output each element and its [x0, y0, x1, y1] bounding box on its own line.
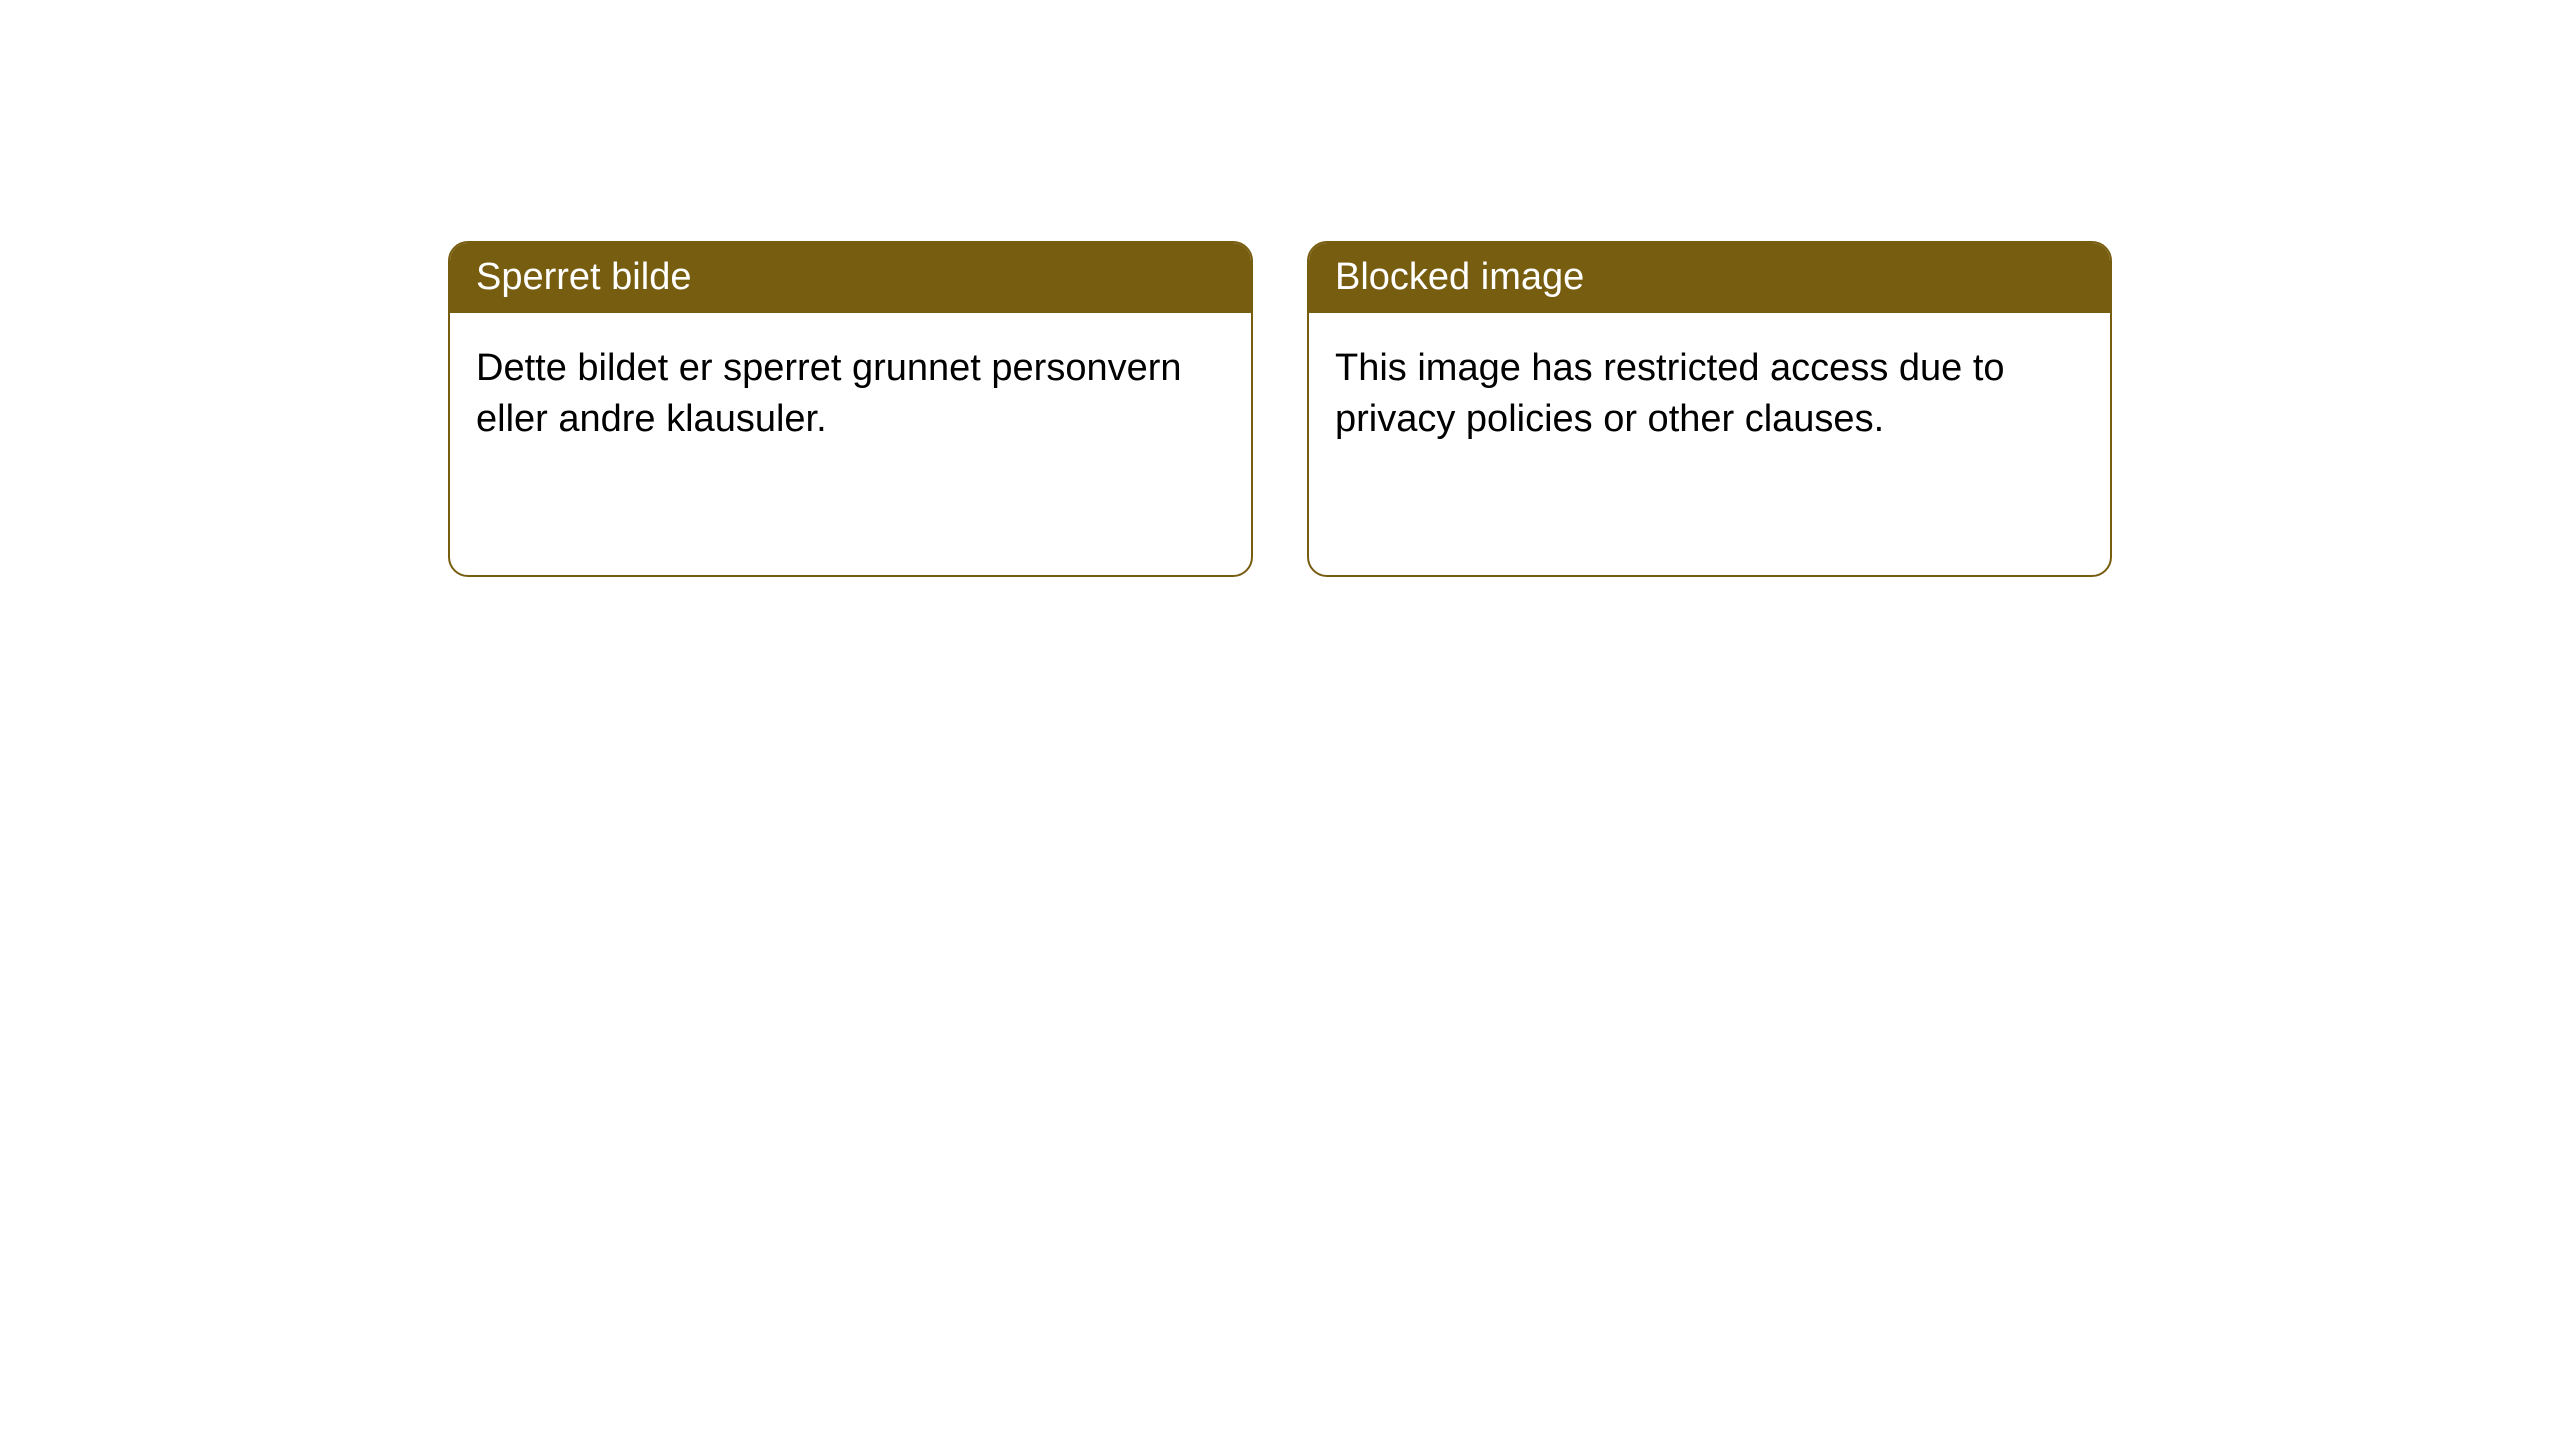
notice-body-english: This image has restricted access due to … — [1309, 313, 2110, 476]
notice-card-norwegian: Sperret bilde Dette bildet er sperret gr… — [448, 241, 1253, 577]
notice-container: Sperret bilde Dette bildet er sperret gr… — [0, 0, 2560, 577]
notice-body-norwegian: Dette bildet er sperret grunnet personve… — [450, 313, 1251, 476]
notice-header-english: Blocked image — [1309, 243, 2110, 313]
notice-header-norwegian: Sperret bilde — [450, 243, 1251, 313]
notice-card-english: Blocked image This image has restricted … — [1307, 241, 2112, 577]
